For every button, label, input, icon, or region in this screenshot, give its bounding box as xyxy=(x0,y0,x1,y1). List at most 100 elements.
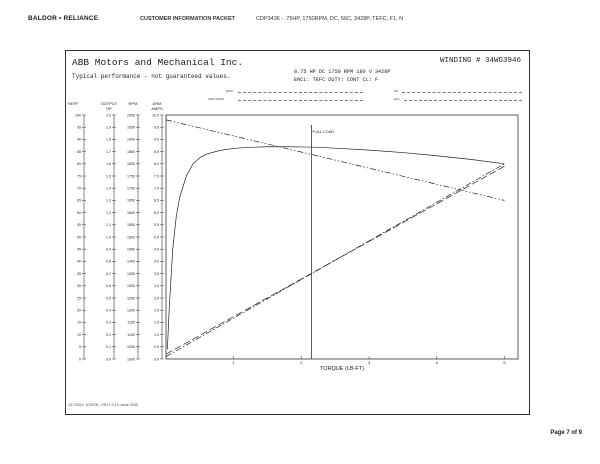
axis-tick-label-rpm: 1950 xyxy=(127,126,135,130)
axis-tick-label-eff: 50 xyxy=(77,235,81,239)
axis-tick-label-eff: 0 xyxy=(79,357,81,361)
field-label-rpm: RPM xyxy=(226,89,233,93)
axis-ticks: 0 5 10 15 20 25 30 35 40 45 50 55 60 65 70 75 80 85 90 95 10… xyxy=(75,113,164,361)
axis-tick-label-hp: 1.3 xyxy=(106,199,111,203)
axis-tick-label-rpm: 1000 xyxy=(127,357,135,361)
axis-tick-label-amps: 2.0 xyxy=(154,309,159,313)
performance-sheet: ABB Motors and Mechanical Inc. Typical p… xyxy=(65,50,530,415)
enclosure-duty-class: ENCL: TEFC DUTY: CONT CL: F xyxy=(294,77,379,83)
axis-title-rpm: RPM xyxy=(129,101,138,106)
axis-tick-label-rpm: 1500 xyxy=(127,235,135,239)
axis-tick-label-amps: 5.5 xyxy=(154,223,159,227)
axis-tick-label-amps: 1.5 xyxy=(154,321,159,325)
axis-tick-label-hp: 0.2 xyxy=(106,333,111,337)
x-tick-label: 2 xyxy=(300,360,303,365)
brand-logo: BALDOR • RELIANCE xyxy=(28,15,99,22)
axis-tick-label-hp: 1.8 xyxy=(106,138,111,142)
axis-tick-label-hp: 0.9 xyxy=(106,248,111,252)
axis-tick-label-hp: 0.8 xyxy=(106,260,111,264)
field-blank xyxy=(238,92,363,93)
axis-tick-label-hp: 1.5 xyxy=(106,174,111,178)
axis-tick-label-amps: 8.5 xyxy=(154,150,159,154)
series-line-rpm xyxy=(165,119,505,201)
full-load-label: FULL LOAD xyxy=(313,129,335,134)
field-label-arm-amps: ARM AMPS xyxy=(208,97,224,101)
axis-tick-label-eff: 10 xyxy=(77,333,81,337)
axis-tick-label-amps: 7.5 xyxy=(154,174,159,178)
axis-tick-label-rpm: 1150 xyxy=(127,321,135,325)
axis-tick-label-hp: 1.4 xyxy=(106,187,111,191)
axis-tick-label-amps: 0.0 xyxy=(154,357,159,361)
axis-title-hp: HP xyxy=(106,106,112,111)
axis-tick-label-rpm: 1750 xyxy=(127,174,135,178)
axis-tick-label-hp: 0.3 xyxy=(106,321,111,325)
axis-title-eff: %EFF xyxy=(67,101,79,106)
axis-tick-label-amps: 6.0 xyxy=(154,211,159,215)
axis-tick-label-rpm: 1350 xyxy=(127,272,135,276)
axis-tick-label-rpm: 1200 xyxy=(127,309,135,313)
axis-tick-label-amps: 8.0 xyxy=(154,162,159,166)
axis-tick-label-eff: 65 xyxy=(77,199,81,203)
field-label-eff: EFF xyxy=(394,97,400,101)
axis-tick-label-hp: 1.7 xyxy=(106,150,111,154)
axis-tick-label-hp: 0.4 xyxy=(106,309,111,313)
catalog-description: CDP3436 - .75HP, 1750RPM, DC, 56C, 3428P… xyxy=(256,16,404,22)
axis-title-amps: AMPS xyxy=(151,106,163,111)
axis-tick-label-eff: 75 xyxy=(77,174,81,178)
axis-tick-label-hp: 0.5 xyxy=(106,296,111,300)
axis-tick-label-hp: 1.9 xyxy=(106,126,111,130)
winding-number: WINDING # 34WG3946 xyxy=(439,57,521,65)
axis-tick-label-amps: 1.0 xyxy=(154,333,159,337)
field-blank xyxy=(402,92,522,93)
x-tick-label: 5 xyxy=(503,360,506,365)
motor-rating: 0.75 HP DC 1750 RPM 180 V 3428P xyxy=(294,69,391,75)
axis-tick-label-amps: 0.5 xyxy=(154,345,159,349)
axis-tick-label-amps: 5.0 xyxy=(154,235,159,239)
axis-tick-label-hp: 1.0 xyxy=(106,235,111,239)
axis-tick-label-rpm: 1900 xyxy=(127,138,135,142)
x-tick-label: 3 xyxy=(368,360,371,365)
axis-tick-label-eff: 20 xyxy=(77,309,81,313)
axis-tick-label-hp: 1.2 xyxy=(106,211,111,215)
x-tick-label: 4 xyxy=(436,360,439,365)
axis-tick-label-hp: 1.6 xyxy=(106,162,111,166)
series-line-eff xyxy=(167,146,505,350)
axis-tick-label-amps: 10.0 xyxy=(152,113,159,117)
axis-tick-label-eff: 95 xyxy=(77,126,81,130)
series-lines xyxy=(165,119,505,357)
company-name: ABB Motors and Mechanical Inc. xyxy=(72,57,244,68)
axis-tick-label-amps: 3.5 xyxy=(154,272,159,276)
axis-tick-label-eff: 40 xyxy=(77,260,81,264)
axis-tick-label-eff: 85 xyxy=(77,150,81,154)
axis-tick-label-hp: 1.1 xyxy=(106,223,111,227)
axis-title-amps: ARM xyxy=(153,101,162,106)
axis-tick-label-amps: 2.5 xyxy=(154,296,159,300)
x-tick-label: 1 xyxy=(233,360,236,365)
document-header: BALDOR • RELIANCE CUSTOMER INFORMATION P… xyxy=(28,12,588,28)
series-line-amps xyxy=(165,165,505,355)
axis-tick-label-rpm: 1050 xyxy=(127,345,135,349)
axis-tick-label-rpm: 1650 xyxy=(127,199,135,203)
packet-title: CUSTOMER INFORMATION PACKET xyxy=(140,16,236,22)
axis-tick-label-amps: 4.5 xyxy=(154,248,159,252)
axis-tick-label-rpm: 1450 xyxy=(127,248,135,252)
axis-tick-label-amps: 4.0 xyxy=(154,260,159,264)
axis-tick-label-amps: 7.0 xyxy=(154,187,159,191)
footer-code: 1/17/2024, 3CR00K, YSH 2.3.19, Issue 324… xyxy=(68,403,138,407)
axis-tick-label-rpm: 1300 xyxy=(127,284,135,288)
axis-tick-label-amps: 9.0 xyxy=(154,138,159,142)
axis-tick-label-eff: 100 xyxy=(75,113,81,117)
axis-title-hp: OUTPUT xyxy=(101,101,118,106)
axis-tick-label-eff: 60 xyxy=(77,211,81,215)
axis-tick-label-eff: 5 xyxy=(79,345,81,349)
field-blank xyxy=(404,100,522,101)
axis-tick-label-amps: 6.5 xyxy=(154,199,159,203)
typical-performance-note: Typical performance - not guaranteed val… xyxy=(72,73,231,80)
axis-tick-label-eff: 45 xyxy=(77,248,81,252)
axis-tick-label-rpm: 1400 xyxy=(127,260,135,264)
axis-tick-label-amps: 3.0 xyxy=(154,284,159,288)
axis-tick-label-rpm: 1250 xyxy=(127,296,135,300)
axis-tick-label-rpm: 1700 xyxy=(127,187,135,191)
